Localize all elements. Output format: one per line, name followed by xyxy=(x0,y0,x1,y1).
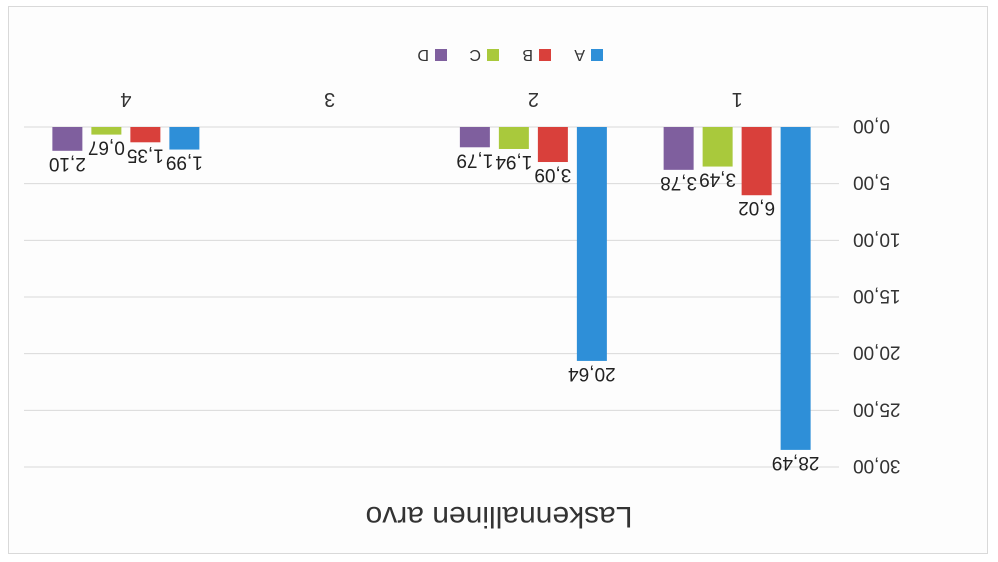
x-tick-label: 2 xyxy=(528,88,539,110)
bars xyxy=(52,127,811,450)
bar xyxy=(130,127,161,143)
y-tick-label: 25,00 xyxy=(853,398,901,419)
legend-swatch xyxy=(539,49,551,61)
bar xyxy=(91,127,122,135)
data-label: 1,35 xyxy=(127,144,164,165)
legend-label: C xyxy=(469,46,481,63)
bar xyxy=(780,127,811,450)
y-tick-label: 20,00 xyxy=(853,342,901,363)
y-tick-label: 30,00 xyxy=(853,455,901,476)
data-label: 20,64 xyxy=(568,363,616,384)
bar xyxy=(741,127,772,196)
legend-label: B xyxy=(522,46,533,63)
data-label: 1,94 xyxy=(495,151,532,172)
x-tick-label: 4 xyxy=(120,88,131,110)
data-label: 28,49 xyxy=(772,452,820,473)
bar xyxy=(459,127,490,148)
bar xyxy=(52,127,83,151)
x-tick-label: 3 xyxy=(324,88,335,110)
gridlines xyxy=(24,126,839,468)
data-label: 3,49 xyxy=(699,169,736,190)
data-label: 6,02 xyxy=(738,197,775,218)
y-axis: 0,00 5,00 10,00 15,00 20,00 25,00 30,00 xyxy=(853,115,901,476)
y-tick-label: 5,00 xyxy=(853,172,890,193)
bar xyxy=(169,127,200,150)
data-label: 3,78 xyxy=(660,172,697,193)
bar xyxy=(576,127,607,361)
data-label: 2,10 xyxy=(49,153,86,174)
x-tick-label: 1 xyxy=(732,88,743,110)
chart-frame: 0,00 5,00 10,00 15,00 20,00 25,00 30,00 28,49 6… xyxy=(8,6,988,554)
legend: A B C D xyxy=(417,46,603,63)
data-labels: 28,49 6,023,493,78 20,64 3,091,941,79 1,991,… xyxy=(49,137,820,473)
legend-swatch xyxy=(487,49,499,61)
bar xyxy=(702,127,733,167)
data-label: 3,09 xyxy=(534,164,571,185)
data-label: 0,67 xyxy=(88,137,125,158)
data-label: 1,99 xyxy=(166,152,203,173)
data-label: 1,79 xyxy=(456,149,493,170)
legend-swatch xyxy=(591,49,603,61)
x-axis: 1 2 3 4 xyxy=(120,88,742,110)
bar xyxy=(663,127,694,170)
bar xyxy=(498,127,529,149)
chart-title: Laskennallinen arvo xyxy=(366,500,633,533)
y-tick-label: 0,00 xyxy=(853,115,890,136)
legend-label: D xyxy=(417,46,429,63)
legend-label: A xyxy=(574,46,585,63)
bar-chart: 0,00 5,00 10,00 15,00 20,00 25,00 30,00 28,49 6… xyxy=(24,46,901,533)
y-tick-label: 15,00 xyxy=(853,285,901,306)
bar xyxy=(537,127,568,163)
legend-swatch xyxy=(435,49,447,61)
y-tick-label: 10,00 xyxy=(853,228,901,249)
